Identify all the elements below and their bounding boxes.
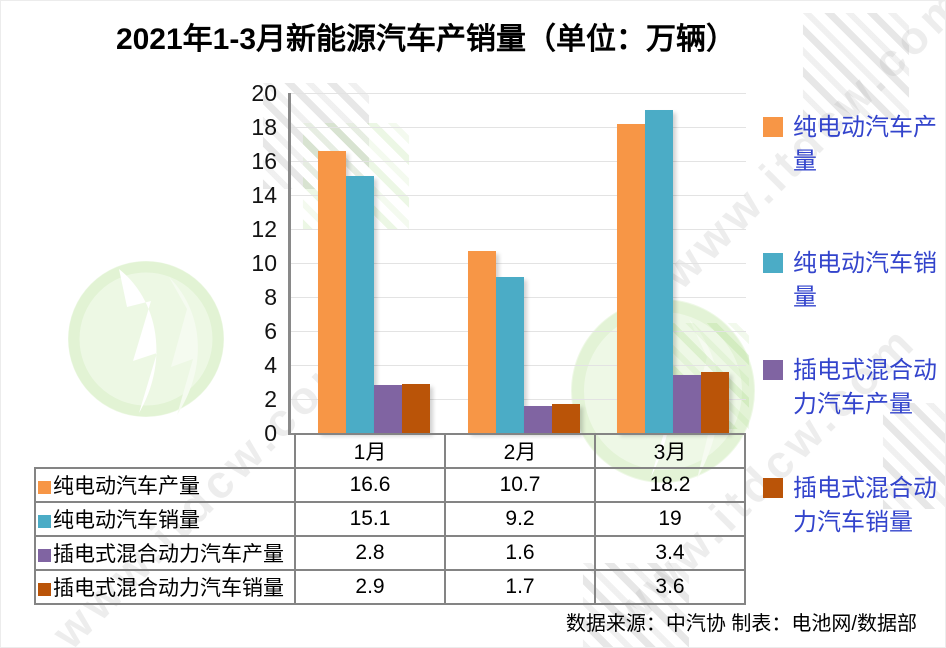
y-axis: 20 18 16 14 12 10 8 6 4 2 0 bbox=[221, 1, 277, 647]
y-axis-tick-label: 14 bbox=[251, 182, 277, 208]
table-value-cell: 18.2 bbox=[594, 467, 746, 503]
y-axis-tick-label: 20 bbox=[251, 80, 277, 106]
table-value-cell: 2.8 bbox=[294, 535, 446, 571]
legend-label: 插电式混合动力汽车产量 bbox=[793, 357, 937, 418]
series-swatch-icon bbox=[38, 549, 51, 562]
table-header-row: 1月 2月 3月 bbox=[35, 433, 746, 469]
bar bbox=[468, 251, 496, 433]
table-value-cell: 1.6 bbox=[444, 535, 596, 571]
table-header-cell: 1月 bbox=[294, 433, 446, 469]
y-axis-tick-label: 10 bbox=[251, 250, 277, 276]
table-row-label: 纯电动汽车产量 bbox=[34, 467, 296, 503]
bar bbox=[402, 383, 430, 433]
legend: 纯电动汽车产量 纯电动汽车销量 插电式混合动力汽车产量 插电式混合动力汽车销量 bbox=[763, 111, 945, 540]
series-swatch-icon bbox=[38, 481, 51, 494]
table-value-cell: 15.1 bbox=[294, 501, 446, 537]
legend-swatch-icon bbox=[763, 478, 783, 498]
y-axis-tick-label: 12 bbox=[251, 216, 277, 242]
legend-swatch-icon bbox=[763, 117, 783, 137]
bar bbox=[700, 371, 729, 433]
table-row-label: 纯电动汽车销量 bbox=[34, 501, 296, 537]
legend-item: 纯电动汽车销量 bbox=[763, 247, 945, 315]
bar bbox=[524, 405, 552, 433]
table-value-cell: 16.6 bbox=[294, 467, 446, 503]
series-swatch-icon bbox=[38, 515, 51, 528]
legend-label: 纯电动汽车销量 bbox=[793, 250, 937, 311]
table-value-cell: 1.7 bbox=[444, 569, 596, 605]
series-swatch-icon bbox=[38, 583, 51, 596]
table-row-label: 插电式混合动力汽车销量 bbox=[34, 569, 296, 605]
table-row: 插电式混合动力汽车销量 2.9 1.7 3.6 bbox=[34, 569, 746, 605]
table-value-cell: 3.4 bbox=[594, 535, 746, 571]
y-axis-tick-label: 8 bbox=[264, 284, 277, 310]
table-value-cell: 10.7 bbox=[444, 467, 596, 503]
legend-item: 插电式混合动力汽车产量 bbox=[763, 354, 945, 422]
y-axis-tick-label: 16 bbox=[251, 148, 277, 174]
gridline bbox=[291, 161, 746, 162]
gridline bbox=[291, 127, 746, 128]
data-table: 1月 2月 3月 纯电动汽车产量 16.6 10.7 18.2 纯电动汽车销量 15.1 9.2 1… bbox=[34, 433, 746, 605]
bar bbox=[552, 404, 580, 433]
bar bbox=[496, 276, 524, 433]
source-note: 数据来源：中汽协 制表：电池网/数据部 bbox=[565, 613, 917, 635]
y-axis-tick-label: 0 bbox=[264, 420, 277, 446]
table-value-cell: 2.9 bbox=[294, 569, 446, 605]
legend-label: 插电式混合动力汽车销量 bbox=[793, 475, 937, 536]
gridline bbox=[291, 229, 746, 230]
y-axis-tick-label: 4 bbox=[264, 352, 277, 378]
table-value-cell: 19 bbox=[594, 501, 746, 537]
table-header-cell: 2月 bbox=[444, 433, 596, 469]
bar bbox=[374, 385, 402, 433]
legend-swatch-icon bbox=[763, 360, 783, 380]
chart-title: 2021年1-3月新能源汽车产销量（单位：万辆） bbox=[115, 23, 737, 56]
bar bbox=[672, 375, 701, 433]
bar bbox=[644, 110, 673, 433]
legend-item: 纯电动汽车产量 bbox=[763, 111, 945, 179]
y-axis-tick-label: 2 bbox=[264, 386, 277, 412]
legend-label: 纯电动汽车产量 bbox=[793, 114, 937, 175]
bar bbox=[318, 150, 346, 433]
gridline bbox=[291, 195, 746, 196]
gridline bbox=[291, 263, 746, 264]
table-header-cell: 3月 bbox=[594, 433, 746, 469]
bar bbox=[616, 123, 645, 433]
plot-area bbox=[288, 93, 746, 435]
table-row: 纯电动汽车销量 15.1 9.2 19 bbox=[34, 501, 746, 537]
table-value-cell: 3.6 bbox=[594, 569, 746, 605]
table-row: 纯电动汽车产量 16.6 10.7 18.2 bbox=[34, 467, 746, 503]
legend-item: 插电式混合动力汽车销量 bbox=[763, 472, 945, 540]
y-axis-tick-label: 18 bbox=[251, 114, 277, 140]
gridline bbox=[291, 93, 746, 94]
table-row-label: 插电式混合动力汽车产量 bbox=[34, 535, 296, 571]
y-axis-tick-label: 6 bbox=[264, 318, 277, 344]
table-value-cell: 9.2 bbox=[444, 501, 596, 537]
bar bbox=[346, 176, 374, 433]
table-corner-cell bbox=[35, 434, 295, 468]
legend-swatch-icon bbox=[763, 253, 783, 273]
table-row: 插电式混合动力汽车产量 2.8 1.6 3.4 bbox=[34, 535, 746, 571]
